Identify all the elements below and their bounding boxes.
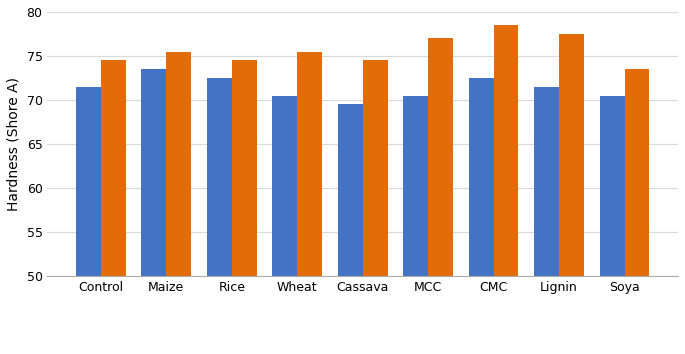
Bar [494,25,519,354]
Bar [142,69,166,354]
Bar [599,96,625,354]
Bar [297,52,322,354]
Bar [273,96,297,354]
Bar [428,38,453,354]
Bar [625,69,649,354]
Bar [338,104,363,354]
Bar [76,87,101,354]
Bar [534,87,559,354]
Bar [559,34,584,354]
Bar [232,61,257,354]
Bar [469,78,494,354]
Y-axis label: Hardness (Shore A): Hardness (Shore A) [7,77,21,211]
Bar [363,61,388,354]
Bar [403,96,428,354]
Bar [101,61,126,354]
Bar [166,52,191,354]
Bar [207,78,232,354]
